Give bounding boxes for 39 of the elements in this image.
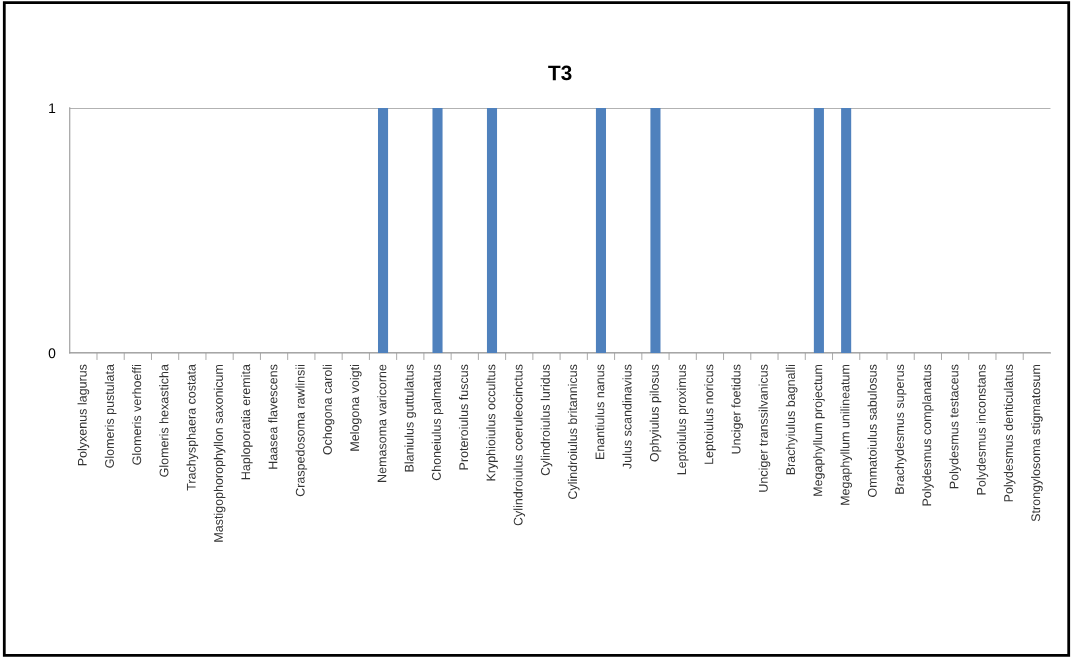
- x-tick-label: Strongylosoma stigmatosum: [1031, 364, 1043, 522]
- x-tick-label: Melogona voigti: [349, 364, 362, 451]
- x-tick-label: Megaphyllum unilineatum: [840, 364, 852, 505]
- x-tick-label: Julus scandinavius: [622, 364, 632, 469]
- x-tick-label: Megaphyllum projectum: [813, 364, 825, 496]
- x-tick-label: Brachydesmus superus: [894, 364, 907, 494]
- x-tick-label: Polydesmus complanatus: [922, 364, 934, 506]
- x-tick-label: Haploporatia eremita: [240, 364, 253, 480]
- x-tick-label: Haasea flavescens: [268, 364, 278, 469]
- x-tick-label: Mastigophorophyllon saxonicum: [213, 364, 226, 542]
- x-tick-label: Glomeris pustulata: [104, 364, 117, 468]
- y-tick-label: 1: [49, 103, 56, 113]
- x-tick-label: Cylindroiulus coeruleocinctus: [513, 364, 526, 526]
- x-tick-label: Leptoiulus noricus: [704, 364, 716, 464]
- x-tick-label: Glomeris hexasticha: [159, 364, 169, 477]
- x-tick-label: Choneiulus palmatus: [431, 364, 444, 481]
- x-tick-label: Cylindroiulus luridus: [540, 364, 553, 476]
- x-tick-label: Enantiulus nanus: [595, 364, 605, 459]
- x-tick-label: Glomeris verhoeffi: [132, 364, 142, 465]
- chart-title: T3: [548, 65, 572, 81]
- x-tick-label: Unciger transsilvanicus: [758, 364, 771, 492]
- x-tick-label: Brachyiulus bagnalli: [785, 364, 798, 475]
- x-tick-label: Proteroiulus fuscus: [458, 364, 469, 470]
- x-tick-label: Nemasoma varicorne: [377, 364, 387, 482]
- x-tick-label: Trachysphaera costata: [186, 364, 199, 491]
- x-tick-label: Craspedosoma rawlinsii: [295, 364, 308, 497]
- x-tick-label: Blaniulus guttulatus: [404, 364, 417, 472]
- x-tick-label: Ophyiulus pilosus: [649, 364, 662, 462]
- x-tick-label: Polydesmus testaceus: [949, 364, 961, 489]
- x-tick-label: Ommatoiulus sabulosus: [867, 364, 877, 497]
- x-tick-label: Polyxenus lagurus: [77, 364, 90, 466]
- x-tick-label: Ochogona caroli: [322, 364, 335, 455]
- x-tick-label: Polydesmus inconstans: [976, 364, 989, 495]
- y-tick-label: 0: [48, 348, 56, 359]
- x-tick-label: Cylindroiulus britannicus: [567, 364, 580, 499]
- x-tick-label: Unciger foetidus: [731, 364, 744, 454]
- x-tick-label: Leptoiulus proximus: [676, 364, 689, 475]
- x-tick-label: Polydesmus denticulatus: [1003, 364, 1016, 502]
- x-tick-label: Kryphioiulus occultus: [486, 364, 498, 481]
